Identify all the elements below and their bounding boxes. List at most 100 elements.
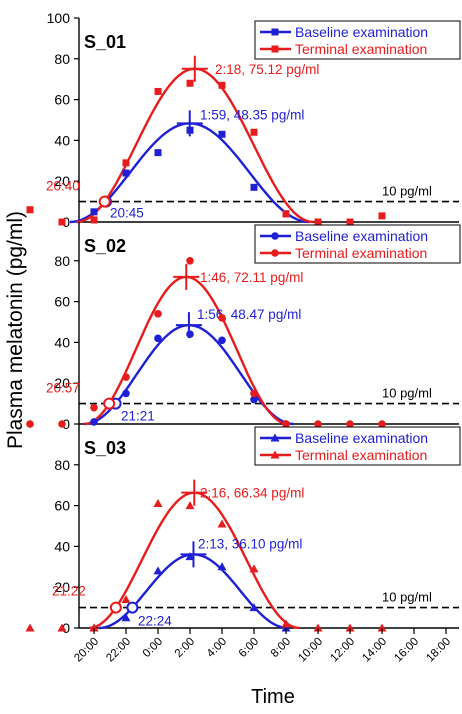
data-point	[346, 420, 354, 428]
panel-title: S_01	[84, 32, 126, 52]
legend-marker	[271, 249, 279, 257]
x-tick-label: 14:00	[360, 636, 389, 665]
y-tick-label: 0	[62, 620, 70, 636]
onset-label-baseline: 20:45	[110, 206, 144, 221]
y-axis-title: Plasma melatonin (pg/ml)	[4, 211, 27, 449]
data-point	[154, 334, 162, 343]
data-point	[122, 159, 130, 167]
y-tick-label: 0	[62, 416, 70, 432]
y-tick-label: 60	[54, 498, 70, 514]
data-point	[121, 594, 131, 603]
data-point	[250, 395, 258, 404]
panel-s-02: 0 20 40 60 80 10 pg/ml S_02 1:46, 72.11 pg/ml 1:…	[46, 222, 461, 432]
x-tick-label: 10:00	[296, 636, 325, 665]
threshold-label: 10 pg/ml	[382, 590, 432, 605]
data-point	[250, 128, 258, 136]
legend-marker	[271, 28, 279, 36]
onset-label-baseline: 21:21	[121, 409, 155, 424]
data-point	[346, 218, 354, 226]
data-point	[89, 623, 99, 632]
data-point	[217, 562, 227, 571]
legend-label: Terminal examination	[295, 245, 427, 261]
y-tick-label: 80	[54, 457, 70, 473]
data-point	[378, 420, 386, 428]
data-point	[153, 566, 163, 575]
x-axis-title: Time	[251, 686, 295, 708]
data-point	[249, 564, 259, 573]
peak-label-terminal: 1:46, 72.11 pg/ml	[200, 270, 303, 285]
data-point	[90, 208, 98, 216]
data-point	[186, 126, 194, 134]
x-tick-label: 12:00	[328, 636, 357, 665]
data-point	[218, 336, 226, 345]
onset-label-baseline: 22:24	[138, 614, 172, 629]
threshold-label: 10 pg/ml	[382, 184, 432, 199]
data-point	[154, 87, 162, 95]
data-point	[185, 501, 195, 510]
legend-label: Terminal examination	[295, 447, 427, 463]
y-tick-label: 40	[54, 538, 70, 554]
legend-marker	[270, 433, 280, 442]
data-point	[154, 310, 162, 318]
data-point	[90, 403, 98, 412]
onset-label-terminal: 21:22	[52, 584, 86, 599]
threshold-label: 10 pg/ml	[382, 386, 432, 401]
x-tick-label: 0:00	[141, 636, 165, 660]
x-tick-label: 2:00	[173, 636, 197, 660]
data-point	[153, 499, 163, 508]
data-point	[57, 623, 67, 632]
data-point	[377, 623, 387, 632]
data-point	[313, 623, 323, 632]
legend-box	[254, 20, 461, 60]
data-point	[58, 218, 66, 226]
x-tick-label: 18:00	[424, 636, 453, 665]
data-point	[249, 603, 259, 612]
data-point	[281, 619, 291, 628]
data-point	[218, 81, 226, 89]
peak-label-terminal: 2:16, 66.34 pg/ml	[200, 486, 304, 501]
y-tick-label: 20	[54, 173, 70, 189]
y-tick-label: 20	[54, 375, 70, 391]
legend-marker	[271, 45, 279, 53]
legend-label: Terminal examination	[295, 41, 427, 57]
data-point	[186, 330, 194, 339]
data-point	[90, 216, 98, 224]
data-point	[218, 314, 226, 322]
panel-s-03: 0 20 40 60 80 10 pg/ml S_03 2:16, 66.34 pg/ml 2:…	[52, 424, 461, 636]
x-tick-label: 8:00	[269, 636, 293, 660]
data-point	[122, 373, 130, 381]
legend-label: Baseline examination	[295, 228, 428, 244]
data-point	[314, 218, 322, 226]
data-point	[282, 210, 290, 218]
onset-marker	[126, 601, 139, 614]
x-tick-label: 20:00	[72, 636, 101, 665]
onset-label-terminal: 20:40	[46, 179, 80, 194]
panel-title: S_03	[84, 438, 126, 458]
data-point	[90, 418, 98, 426]
legend-label: Baseline examination	[295, 24, 428, 40]
panel-title: S_02	[84, 236, 126, 256]
onset-marker	[109, 601, 122, 614]
y-tick-label: 40	[54, 132, 70, 148]
y-tick-label: 80	[54, 51, 70, 67]
peak-label-baseline: 1:59, 48.35 pg/ml	[200, 107, 304, 122]
fit-curve-terminal	[76, 67, 314, 224]
data-point	[26, 420, 34, 428]
legend-box	[254, 426, 461, 466]
data-point	[122, 389, 130, 398]
data-point	[154, 149, 162, 157]
y-tick-label: 60	[54, 92, 70, 108]
legend-marker	[270, 450, 280, 459]
peak-label-baseline: 2:13, 36.10 pg/ml	[198, 536, 302, 551]
data-point	[25, 623, 35, 632]
data-point	[378, 212, 386, 220]
y-tick-label: 60	[54, 294, 70, 310]
data-point	[185, 552, 195, 561]
y-tick-label: 100	[47, 10, 71, 26]
data-point	[186, 79, 194, 87]
data-point	[122, 169, 130, 177]
peak-label-baseline: 1:56, 48.47 pg/ml	[197, 307, 301, 322]
y-tick-label: 0	[62, 214, 70, 230]
onset-marker	[103, 397, 116, 410]
